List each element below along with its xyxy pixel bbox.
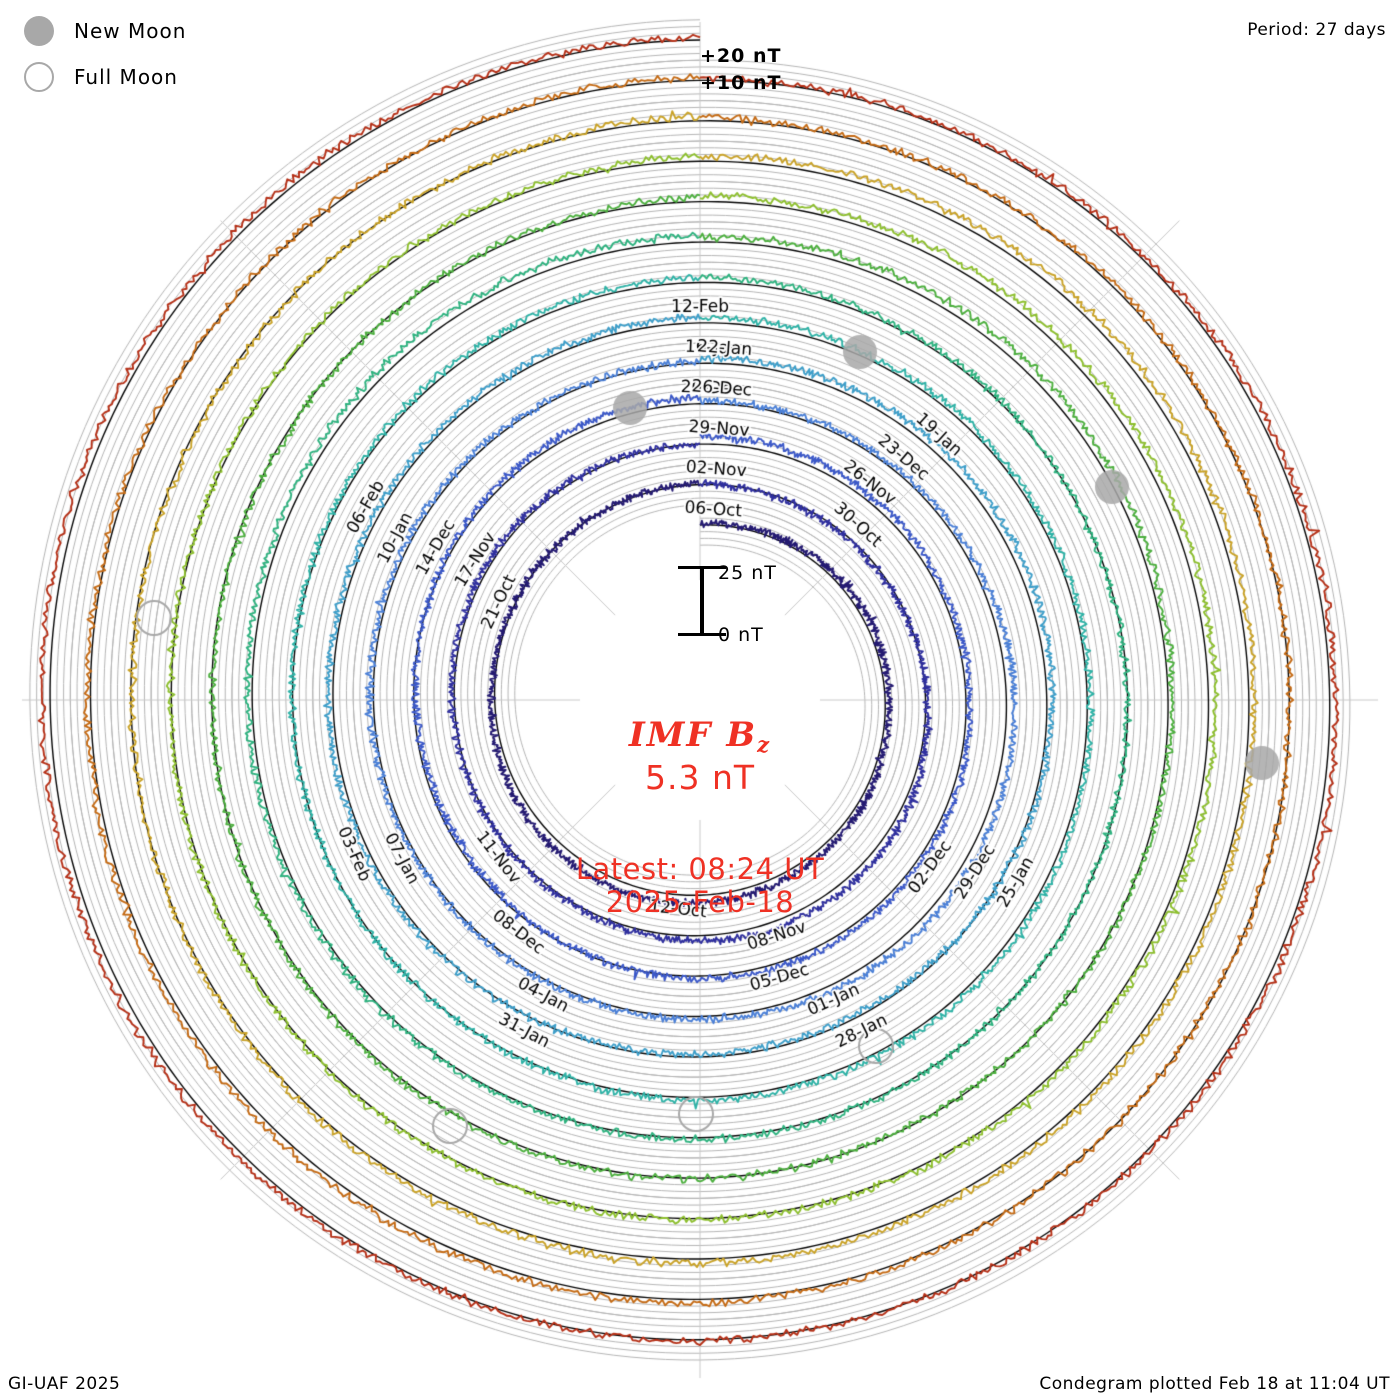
axis-callout-plus20: +20 nT — [700, 45, 782, 67]
legend-item-new-moon: New Moon — [24, 8, 186, 54]
parameter-title: IMF Bz — [500, 715, 900, 757]
latest-time-line: Latest: 08:24 UT — [575, 851, 825, 886]
axis-callout-plus10: +10 nT — [700, 72, 782, 94]
legend-label-full-moon: Full Moon — [74, 65, 178, 89]
new-moon-icon — [24, 16, 54, 46]
full-moon-icon — [24, 62, 54, 92]
footer-plot-time: Condegram plotted Feb 18 at 11:04 UT — [1039, 1374, 1390, 1394]
legend-label-new-moon: New Moon — [74, 19, 187, 43]
moon-phase-legend: New Moon Full Moon — [24, 8, 186, 100]
scale-bar-high-label: 25 nT — [718, 562, 777, 584]
scale-bar-low-label: 0 nT — [718, 624, 764, 646]
scale-bar-stem — [700, 566, 704, 636]
scale-bar-cap-bottom — [678, 633, 726, 636]
period-label: Period: 27 days — [1247, 20, 1386, 40]
parameter-value: 5.3 nT — [644, 757, 756, 797]
center-readout: IMF Bz 5.3 nT Latest: 08:24 UT 2025-Feb-… — [500, 715, 900, 920]
parameter-title-main: IMF B — [628, 715, 758, 755]
latest-timestamp: Latest: 08:24 UT 2025-Feb-18 — [500, 851, 900, 920]
parameter-title-subscript: z — [757, 731, 772, 757]
latest-date-line: 2025-Feb-18 — [605, 885, 795, 920]
legend-item-full-moon: Full Moon — [24, 54, 186, 100]
scale-bar-cap-top — [678, 566, 726, 569]
amplitude-scale-bar — [678, 566, 726, 636]
footer-credit: GI-UAF 2025 — [8, 1374, 121, 1394]
